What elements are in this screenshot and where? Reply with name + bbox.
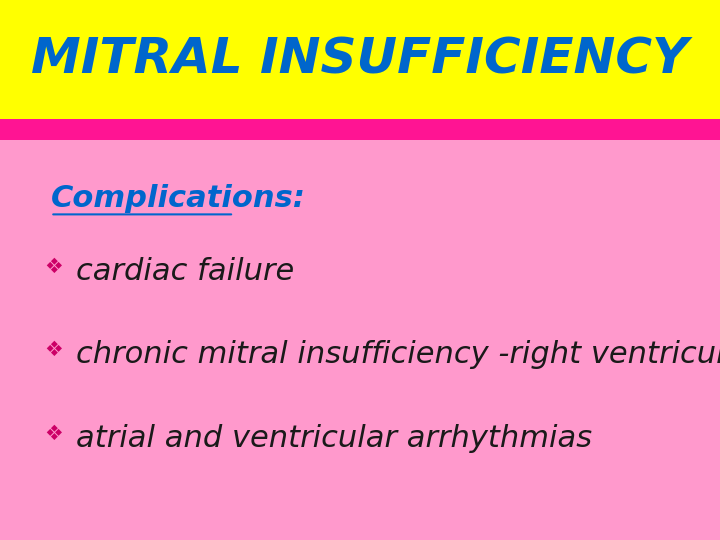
Text: Complications:: Complications: bbox=[50, 184, 305, 213]
Text: MITRAL INSUFFICIENCY: MITRAL INSUFFICIENCY bbox=[31, 36, 689, 83]
Text: ❖: ❖ bbox=[45, 340, 63, 360]
FancyBboxPatch shape bbox=[0, 0, 40, 140]
FancyBboxPatch shape bbox=[0, 0, 720, 119]
Text: ❖: ❖ bbox=[45, 256, 63, 276]
FancyBboxPatch shape bbox=[0, 119, 720, 140]
Text: ❖: ❖ bbox=[45, 424, 63, 444]
Text: atrial and ventricular arrhythmias: atrial and ventricular arrhythmias bbox=[76, 424, 592, 453]
Text: chronic mitral insufficiency -right ventricular failure: chronic mitral insufficiency -right vent… bbox=[76, 340, 720, 369]
Text: cardiac failure: cardiac failure bbox=[76, 256, 294, 286]
